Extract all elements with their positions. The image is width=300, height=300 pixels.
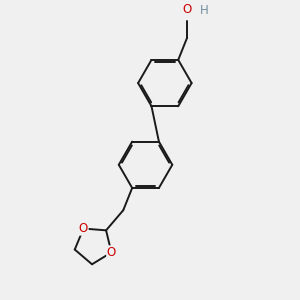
Text: H: H — [200, 4, 208, 17]
Text: O: O — [107, 246, 116, 259]
Text: O: O — [182, 3, 192, 16]
Text: O: O — [79, 222, 88, 235]
